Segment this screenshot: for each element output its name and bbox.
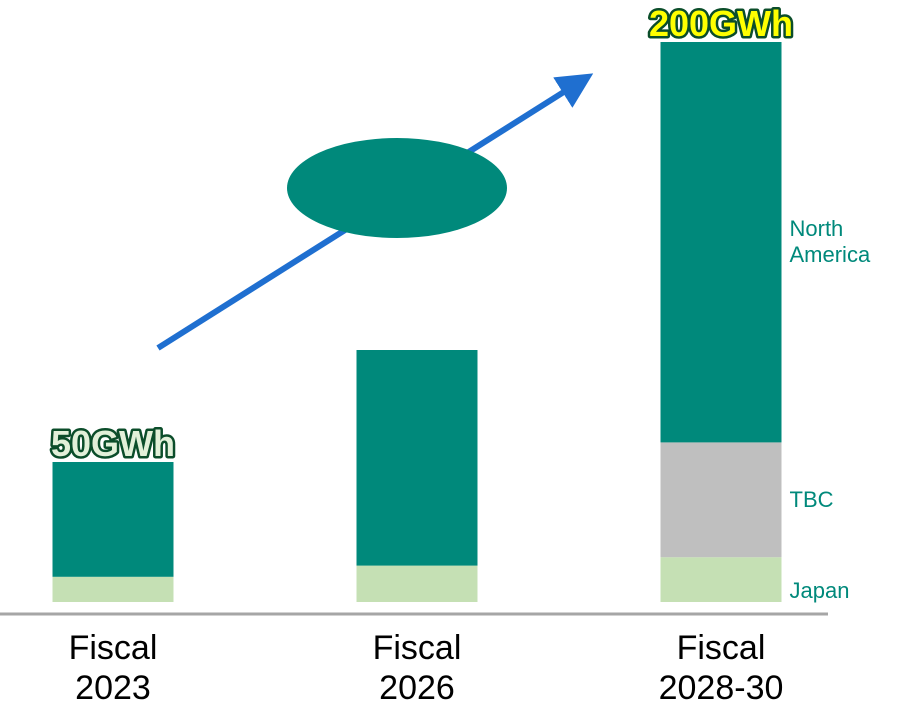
bar-segment — [660, 442, 782, 558]
series-label: TBC — [789, 486, 834, 512]
total-label: 200GWh — [649, 3, 793, 44]
series-label: North America — [789, 216, 871, 268]
bar-segment — [660, 42, 782, 443]
series-label: Japan — [789, 577, 850, 603]
growth-badge — [287, 138, 507, 238]
bar-segment — [52, 576, 174, 602]
total-label: 50GWh — [51, 423, 175, 464]
bar-segment — [660, 557, 782, 602]
bar-segment — [52, 462, 174, 577]
x-tick-label: Fiscal 2026 — [372, 629, 462, 707]
bar-segment — [356, 565, 478, 602]
bar-segment — [356, 350, 478, 566]
x-tick-label: Fiscal 2028-30 — [658, 629, 784, 707]
x-tick-label: Fiscal 2023 — [68, 629, 158, 707]
